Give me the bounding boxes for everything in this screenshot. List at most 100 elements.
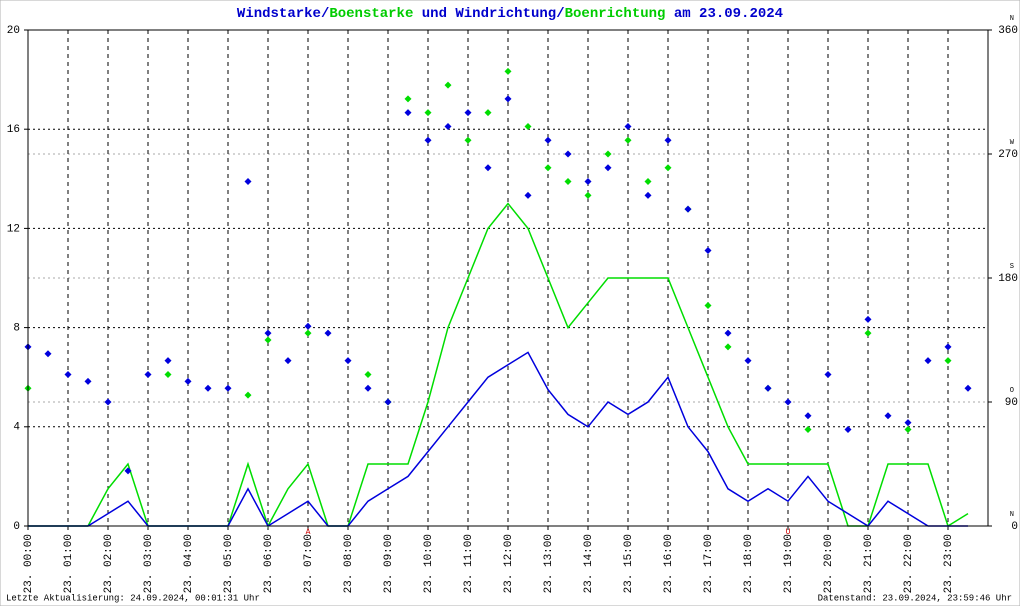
direction-marker [584,178,592,186]
chart-title: Windstarke/Boenstarke und Windrichtung/B… [237,6,783,22]
title-part: Windstarke [237,6,321,22]
title-part: / [321,6,329,22]
direction-marker [904,426,912,434]
title-part: Boenstarke [329,6,413,22]
direction-marker [324,329,332,337]
direction-marker [724,329,732,337]
x-tick-label: 23. 15:00 [623,534,635,593]
direction-marker [944,343,952,351]
y2-tick-caption: O [1010,387,1014,395]
direction-marker [484,164,492,172]
x-tick-label: 23. 14:00 [583,534,595,593]
direction-marker [304,329,312,337]
y2-tick-caption: W [1010,139,1015,147]
direction-marker [504,95,512,103]
direction-marker [184,377,192,385]
direction-marker [624,136,632,144]
x-tick-label: 23. 10:00 [423,534,435,593]
x-tick-label: 23. 08:00 [343,534,355,593]
title-part: Boenrichtung [565,6,666,22]
direction-marker [64,370,72,378]
direction-marker [844,426,852,434]
direction-marker [664,136,672,144]
y2-tick-label: 180 [998,273,1018,285]
direction-marker [584,191,592,199]
direction-marker [644,178,652,186]
direction-marker [764,384,772,392]
footer-left: Letzte Aktualisierung: 24.09.2024, 00:01… [6,593,260,603]
direction-marker [404,95,412,103]
direction-marker [604,150,612,158]
x-tick-label: 23. 22:00 [903,534,915,593]
title-part: am 23.09.2024 [665,6,783,22]
direction-marker [364,370,372,378]
direction-marker [504,67,512,75]
direction-marker [164,370,172,378]
annotation: U [786,528,791,537]
direction-marker [824,370,832,378]
direction-marker [644,191,652,199]
direction-marker [704,246,712,254]
direction-marker [404,109,412,117]
y2-tick-caption: N [1010,15,1014,23]
x-tick-label: 23. 01:00 [63,534,75,593]
direction-marker [384,398,392,406]
direction-marker [804,412,812,420]
direction-marker [944,357,952,365]
direction-marker [424,109,432,117]
direction-marker [724,343,732,351]
direction-marker [864,315,872,323]
direction-marker [284,357,292,365]
x-tick-label: 23. 23:00 [943,534,955,593]
x-tick-label: 23. 21:00 [863,534,875,593]
direction-marker [564,178,572,186]
direction-marker [664,164,672,172]
direction-marker [224,384,232,392]
direction-marker [864,329,872,337]
direction-marker [244,178,252,186]
direction-marker [964,384,972,392]
y-tick-label: 12 [7,223,20,235]
direction-marker [264,329,272,337]
y2-tick-caption: N [1010,511,1014,519]
x-tick-label: 23. 04:00 [183,534,195,593]
direction-marker [884,412,892,420]
y2-tick-caption: S [1010,263,1014,271]
direction-marker [44,350,52,358]
direction-marker [444,81,452,89]
direction-marker [524,191,532,199]
direction-marker [144,370,152,378]
title-part: Windrichtung [455,6,556,22]
x-tick-label: 23. 19:00 [783,534,795,593]
direction-marker [904,419,912,427]
x-tick-label: 23. 06:00 [263,534,275,593]
x-tick-label: 23. 09:00 [383,534,395,593]
direction-marker [784,398,792,406]
x-tick-label: 23. 11:00 [463,534,475,593]
x-tick-label: 23. 12:00 [503,534,515,593]
direction-marker [164,357,172,365]
direction-marker [744,357,752,365]
y2-tick-label: 270 [998,149,1018,161]
x-tick-label: 23. 16:00 [663,534,675,593]
y-tick-label: 8 [13,323,20,335]
direction-marker [84,377,92,385]
x-tick-label: 23. 02:00 [103,534,115,593]
direction-marker [544,164,552,172]
plot-frame [27,29,989,527]
x-tick-label: 23. 13:00 [543,534,555,593]
direction-marker [104,398,112,406]
direction-marker [264,336,272,344]
x-tick-label: 23. 03:00 [143,534,155,593]
x-tick-label: 23. 05:00 [223,534,235,593]
x-tick-label: 23. 07:00 [303,534,315,593]
direction-marker [364,384,372,392]
direction-marker [684,205,692,213]
x-tick-label: 23. 17:00 [703,534,715,593]
direction-marker [444,122,452,130]
direction-marker [124,467,132,475]
direction-marker [704,302,712,310]
direction-marker [624,122,632,130]
direction-marker [304,322,312,330]
